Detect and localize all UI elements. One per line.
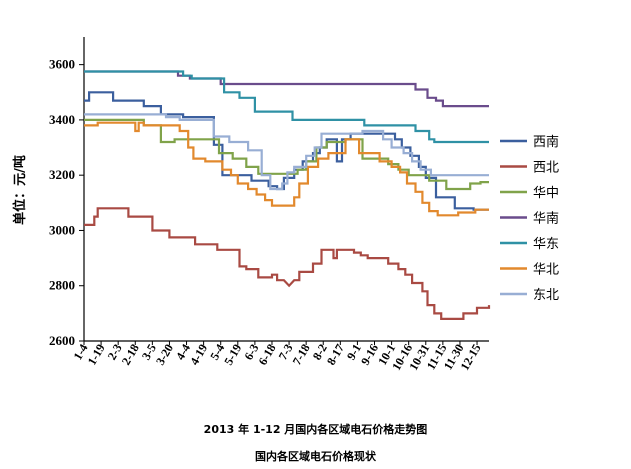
y-tick-label: 3600 [49,57,75,72]
y-tick-label: 2600 [49,333,75,348]
price-line-chart: 2600 2800 3000 3200 3400 3600 1-41-192-32-183… [12,37,559,373]
series-line-东北 [84,113,489,191]
series-line-华东 [84,70,489,144]
legend-label: 西南 [533,134,559,150]
x-tick-label: 6-3 [241,342,261,363]
section-caption: 国内各区域电石价格现状 [255,450,376,463]
series-lines [84,70,491,320]
legend-label: 华中 [533,186,559,201]
x-tick-label: 2-3 [105,342,125,363]
x-tick-label: 5-4 [207,342,227,363]
x-tick-label: 3-5 [139,342,159,363]
x-tick-label: 4-4 [173,342,193,363]
legend-label: 华东 [533,237,559,252]
y-tick-label: 3000 [49,222,75,237]
x-axis-ticks: 1-41-192-32-183-53-204-44-195-45-196-36-… [70,341,484,373]
legend-label: 东北 [533,288,559,303]
y-tick-label: 3200 [49,167,75,182]
y-tick-label: 2800 [49,278,75,293]
series-line-华北 [84,121,489,217]
series-line-西南 [84,91,489,211]
y-axis-title: 单位：元/吨 [12,155,28,225]
chart-caption-title: 2013 年 1-12 月国内各区域电石价格走势图 [203,423,428,436]
x-tick-label: 9-1 [344,342,364,363]
x-tick-label: 1-4 [70,342,90,363]
legend-label: 西北 [533,161,559,176]
legend-label: 华南 [533,211,559,227]
series-line-西北 [84,207,491,320]
x-tick-label: 8-2 [310,342,330,363]
x-tick-label: 7-3 [276,342,296,363]
legend-label: 华北 [533,263,559,278]
y-axis-ticks: 2600 2800 3000 3200 3400 3600 [49,57,84,348]
plot-area: 2600 2800 3000 3200 3400 3600 1-41-192-32-183… [49,37,491,373]
y-tick-label: 3400 [49,112,75,127]
